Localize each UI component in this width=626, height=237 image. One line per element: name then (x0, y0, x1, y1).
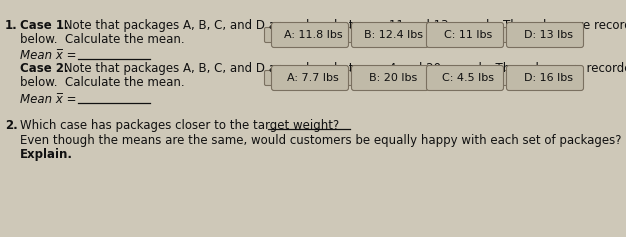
FancyBboxPatch shape (419, 27, 433, 42)
FancyBboxPatch shape (426, 23, 503, 47)
Text: Mean x̅ =: Mean x̅ = (20, 49, 80, 62)
Text: B: 20 lbs: B: 20 lbs (369, 73, 417, 83)
Text: Even though the means are the same, would customers be equally happy with each s: Even though the means are the same, woul… (20, 134, 622, 147)
FancyBboxPatch shape (426, 65, 503, 91)
FancyBboxPatch shape (344, 70, 357, 86)
FancyBboxPatch shape (352, 65, 429, 91)
Text: A: 7.7 lbs: A: 7.7 lbs (287, 73, 339, 83)
FancyBboxPatch shape (344, 27, 357, 42)
FancyBboxPatch shape (500, 70, 513, 86)
Text: 2.: 2. (5, 119, 18, 132)
Text: D: 16 lbs: D: 16 lbs (523, 73, 573, 83)
FancyBboxPatch shape (272, 65, 349, 91)
FancyBboxPatch shape (265, 70, 277, 86)
Text: Case 1.: Case 1. (20, 19, 69, 32)
FancyBboxPatch shape (500, 27, 513, 42)
Text: below.  Calculate the mean.: below. Calculate the mean. (20, 33, 185, 46)
FancyBboxPatch shape (272, 23, 349, 47)
FancyBboxPatch shape (419, 70, 433, 86)
Text: Mean x̅ =: Mean x̅ = (20, 93, 80, 106)
Text: D: 13 lbs: D: 13 lbs (523, 30, 573, 40)
Text: Note that packages A, B, C, and D are values between 4 and 20 pounds. The values: Note that packages A, B, C, and D are va… (60, 62, 626, 75)
FancyBboxPatch shape (506, 23, 583, 47)
Text: Note that packages A, B, C, and D are values between 11 and 13 pounds. The value: Note that packages A, B, C, and D are va… (60, 19, 626, 32)
Text: 1.: 1. (5, 19, 18, 32)
Text: Case 2.: Case 2. (20, 62, 69, 75)
Text: A: 11.8 lbs: A: 11.8 lbs (284, 30, 342, 40)
Text: C: 4.5 lbs: C: 4.5 lbs (442, 73, 494, 83)
Text: B: 12.4 lbs: B: 12.4 lbs (364, 30, 423, 40)
Text: Which case has packages closer to the target weight?: Which case has packages closer to the ta… (20, 119, 339, 132)
Text: Explain.: Explain. (20, 148, 73, 161)
FancyBboxPatch shape (506, 65, 583, 91)
FancyBboxPatch shape (265, 27, 277, 42)
Text: below.  Calculate the mean.: below. Calculate the mean. (20, 76, 185, 89)
FancyBboxPatch shape (352, 23, 429, 47)
Text: C: 11 lbs: C: 11 lbs (444, 30, 492, 40)
